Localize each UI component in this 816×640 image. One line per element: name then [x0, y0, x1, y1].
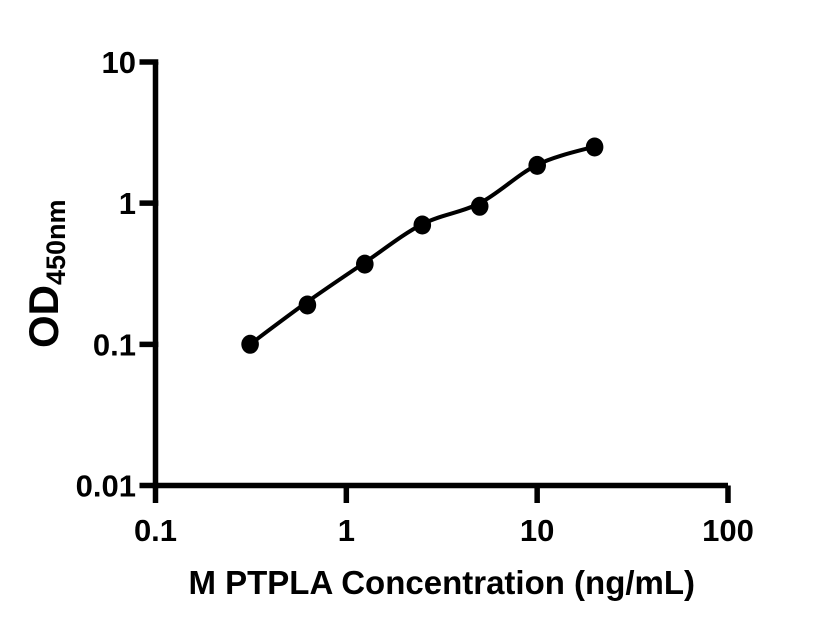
y-axis-title: OD450nm [20, 199, 71, 348]
y-axis-title-main: OD [20, 285, 67, 348]
data-point [413, 215, 432, 235]
x-tick-label: 10 [520, 513, 554, 548]
x-axis-title: M PTPLA Concentration (ng/mL) [188, 564, 695, 601]
data-point [356, 254, 374, 274]
tick-layer: 0.01 0.1 1 10 0.1 1 10 100 [76, 45, 754, 548]
y-tick-label: 0.01 [76, 469, 136, 504]
fit-curve-line [248, 144, 596, 346]
data-point [241, 334, 259, 354]
y-tick-label: 10 [102, 45, 136, 80]
x-tick-label: 100 [702, 513, 754, 548]
series-layer [241, 137, 604, 354]
x-tick-label: 1 [338, 513, 355, 548]
data-point [528, 155, 546, 175]
data-point [298, 295, 317, 315]
y-tick-label: 1 [119, 186, 136, 221]
y-axis-title-sub: 450nm [41, 199, 71, 285]
data-point [585, 137, 604, 157]
axes [152, 62, 728, 489]
data-point [470, 196, 489, 216]
y-tick-label: 0.1 [93, 327, 136, 362]
x-tick-label: 0.1 [134, 513, 177, 548]
